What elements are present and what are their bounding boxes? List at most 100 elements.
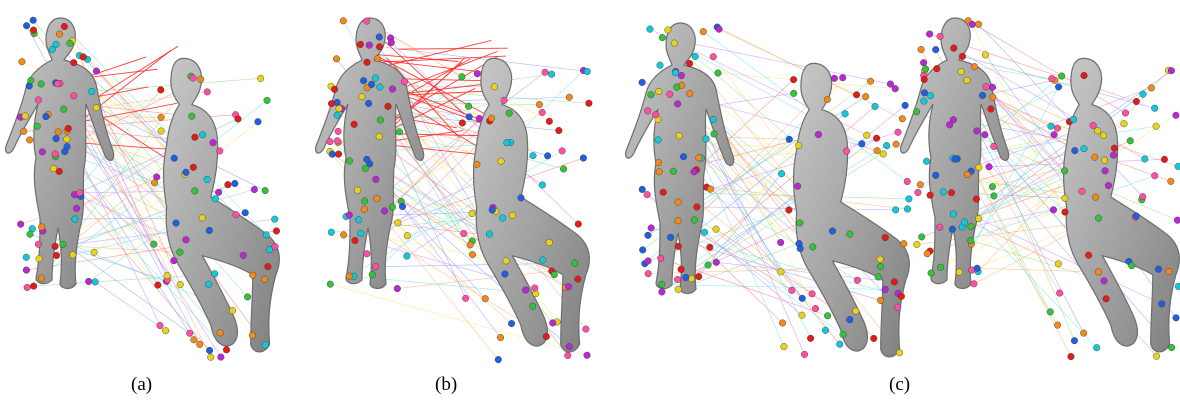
panel-c-2-marker-dot — [1070, 337, 1078, 345]
panel-c-2-marker-dot — [1058, 72, 1066, 80]
panel-a-marker-dot — [17, 220, 25, 228]
panel-b-marker-dot — [558, 147, 566, 155]
panel-b-marker-dot — [550, 271, 558, 279]
panel-b-markers — [326, 17, 593, 364]
panel-c-2-marker-dot — [1067, 353, 1075, 361]
panel-a — [5, 16, 280, 361]
panel-a-marker-dot — [224, 181, 232, 189]
panel-c-1-marker-dot — [903, 177, 911, 185]
panel-c-1-marker-dot — [814, 131, 822, 139]
panel-b-marker-dot — [555, 127, 563, 135]
panel-b-standing-figure-mesh — [315, 17, 425, 290]
panel-a-marker-dot — [198, 214, 206, 222]
panel-c-1-marker-dot — [710, 130, 718, 138]
panel-b-marker-dot — [384, 102, 392, 110]
panel-b-marker-dot — [539, 256, 547, 264]
panel-c-1-corr-line — [689, 93, 805, 355]
panel-c-1-marker-dot — [853, 276, 861, 284]
panel-c-1-marker-dot — [892, 140, 900, 148]
panel-c-2-marker-dot — [972, 195, 980, 203]
panel-c-1-marker-dot — [828, 227, 836, 235]
panel-c-1-marker-dot — [873, 134, 881, 142]
panel-a-marker-dot — [76, 189, 84, 197]
panel-a-marker-dot — [55, 167, 63, 175]
panel-b-marker-dot — [372, 74, 380, 82]
panel-c-1-marker-dot — [644, 270, 652, 278]
panel-a-marker-dot — [241, 209, 249, 217]
panel-c-1-marker-dot — [905, 195, 913, 203]
panel-c-1-marker-dot — [790, 76, 798, 84]
panel-b-marker-dot — [328, 100, 336, 108]
panel-c-1-marker-dot — [798, 294, 806, 302]
panel-a-marker-dot — [35, 255, 43, 263]
panel-a-corr-line — [64, 151, 221, 333]
panel-c-1-marker-dot — [785, 206, 793, 214]
panel-c-2-marker-dot — [1061, 208, 1069, 216]
panel-a-marker-dot — [23, 22, 31, 30]
panel-b-marker-dot — [328, 150, 336, 158]
panel-a-marker-dot — [157, 127, 165, 135]
panel-b-marker-dot — [333, 137, 341, 145]
panel-b-corr-line — [402, 206, 486, 299]
panel-c-2-marker-dot — [1100, 156, 1108, 164]
panel-c-2-marker-dot — [1054, 321, 1062, 329]
panel-a-marker-dot — [60, 23, 68, 31]
panel-c-2-marker-dot — [960, 218, 968, 226]
panel-b-marker-dot — [481, 295, 489, 303]
panel-b-marker-dot — [354, 186, 362, 194]
panel-c-1-marker-dot — [647, 91, 655, 99]
panel-a-marker-dot — [29, 26, 37, 34]
panel-a-marker-dot — [156, 322, 164, 330]
panel-a-marker-dot — [48, 45, 56, 53]
panel-c-1-marker-dot — [808, 290, 816, 298]
panel-c-2-marker-dot — [939, 188, 947, 196]
panel-a-marker-dot — [73, 204, 81, 212]
panel-a-marker-dot — [205, 280, 213, 288]
panel-b-marker-dot — [503, 139, 511, 147]
panel-c-1-marker-dot — [658, 34, 666, 42]
panel-b-mismatch-line — [398, 47, 508, 50]
panel-a-marker-dot — [234, 115, 242, 123]
panel-c-2-marker-dot — [988, 183, 996, 191]
panel-c-1-marker-dot — [846, 230, 854, 238]
panel-c-1-marker-dot — [644, 107, 652, 115]
panel-c-2-marker-dot — [1056, 289, 1064, 297]
panel-c-2-marker-dot — [989, 93, 997, 101]
panel-b-mismatch-line — [383, 130, 463, 143]
panel-a-marker-dot — [29, 16, 37, 24]
panel-b-marker-dot — [500, 96, 508, 104]
panel-c-1-marker-dot — [777, 238, 785, 246]
panel-a-marker-dot — [37, 80, 45, 88]
panel-c-1-marker-dot — [839, 331, 847, 339]
panel-b-marker-dot — [376, 116, 384, 124]
panel-c-1-marker-dot — [841, 110, 849, 118]
panel-c-2-marker-dot — [1061, 194, 1069, 202]
panel-b-marker-dot — [387, 39, 395, 47]
panel-a-marker-dot — [69, 251, 77, 259]
panel-b-marker-dot — [394, 219, 402, 227]
panel-a-marker-dot — [88, 87, 96, 95]
panel-a-marker-dot — [170, 154, 178, 162]
panel-c-2-marker-dot — [918, 233, 926, 241]
panel-b-marker-dot — [365, 41, 373, 49]
panel-c-2-marker-dot — [975, 215, 983, 223]
panel-b-marker-dot — [574, 220, 582, 228]
panel-c-1-marker-dot — [867, 77, 875, 85]
panel-b-marker-dot — [560, 165, 568, 173]
panel-b-marker-dot — [327, 228, 335, 236]
panel-a-marker-dot — [216, 147, 224, 155]
panel-c-2-marker-dot — [920, 59, 928, 67]
panel-b-marker-dot — [494, 356, 502, 364]
panel-b-marker-dot — [350, 120, 358, 128]
panel-c-2-marker-dot — [1128, 262, 1136, 270]
panel-b-marker-dot — [333, 111, 341, 119]
caption-b: (b) — [435, 374, 458, 395]
panel-b-marker-dot — [541, 68, 549, 76]
panel-b-mismatch-line — [369, 39, 492, 71]
panel-c-2-marker-dot — [981, 131, 989, 139]
panel-a-marker-dot — [38, 223, 46, 231]
panel-c-2-marker-dot — [927, 269, 935, 277]
panel-c-2-corr-line — [974, 66, 1052, 79]
panel-b-marker-dot — [403, 252, 411, 260]
panel-c-2-marker-dot — [914, 189, 922, 197]
